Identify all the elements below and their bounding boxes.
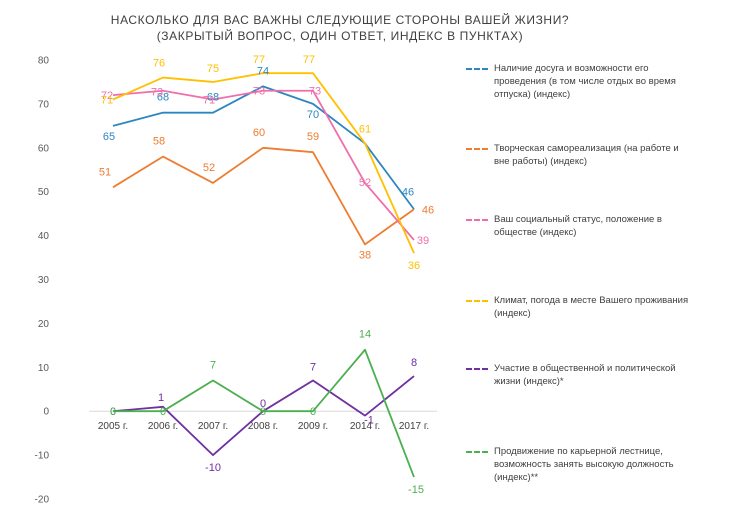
data-label: 73 (309, 86, 321, 98)
legend-swatch (466, 148, 488, 150)
y-tick-label: 0 (43, 407, 49, 418)
data-label: 65 (103, 131, 115, 143)
data-label: 46 (402, 186, 414, 198)
data-label: 46 (422, 204, 434, 216)
legend-label: Продвижение по карьерной лестнице, возмо… (494, 446, 674, 483)
data-label: 0 (310, 406, 316, 418)
data-label: 14 (359, 329, 371, 341)
data-label: 0 (160, 406, 166, 418)
data-label: 8 (411, 357, 417, 369)
data-label: 52 (203, 162, 215, 174)
data-label: 36 (408, 260, 420, 272)
data-label: 74 (257, 65, 269, 77)
y-tick-label: -20 (35, 495, 50, 506)
data-label: 0 (260, 398, 266, 410)
y-tick-label: 50 (38, 187, 50, 198)
legend-swatch (466, 451, 488, 453)
data-label: 72 (101, 90, 113, 102)
data-label: 1 (158, 392, 164, 404)
series-line-3 (112, 89, 415, 241)
legend-item: Творческая самореализация (на работе и в… (466, 142, 691, 168)
data-label: -15 (408, 484, 424, 496)
data-label: 77 (253, 54, 265, 66)
y-tick-label: 30 (38, 275, 50, 286)
y-tick-label: 80 (38, 56, 50, 67)
legend-swatch (466, 219, 488, 221)
data-label: 59 (307, 131, 319, 143)
data-label: 71 (101, 95, 113, 107)
x-tick-label: 2014 г. (350, 421, 380, 432)
y-tick-label: 10 (38, 363, 50, 374)
x-tick-label: 2006 г. (148, 421, 178, 432)
data-label: 60 (253, 127, 265, 139)
data-label: 68 (207, 92, 219, 104)
data-label: 39 (417, 235, 429, 247)
legend-swatch (466, 68, 488, 70)
x-tick-label: 2007 г. (198, 421, 228, 432)
x-tick-label: 2009 г. (298, 421, 328, 432)
y-tick-label: 70 (38, 99, 50, 110)
data-label: 0 (260, 406, 266, 418)
legend-item: Климат, погода в месте Вашего проживания… (466, 294, 691, 320)
data-label: 77 (303, 54, 315, 66)
data-label: 73 (151, 87, 163, 99)
legend-item: Наличие досуга и возможности его проведе… (466, 62, 691, 101)
y-tick-label: 60 (38, 143, 50, 154)
series-line-2 (112, 146, 415, 246)
legend-label: Климат, погода в месте Вашего проживания… (494, 295, 689, 319)
x-tick-label: 2005 г. (98, 421, 128, 432)
series-line-6 (113, 348, 415, 478)
legend-item: Ваш социальный статус, положение в общес… (466, 213, 691, 239)
legend-label: Участие в общественной и политической жи… (494, 363, 676, 387)
data-label: -10 (205, 462, 221, 474)
chart-title: НАСКОЛЬКО ДЛЯ ВАС ВАЖНЫ СЛЕДУЮЩИЕ СТОРОН… (0, 12, 680, 44)
data-label: 75 (207, 63, 219, 75)
data-label: 58 (153, 136, 165, 148)
x-tick-label: 2008 г. (248, 421, 278, 432)
data-label: 51 (99, 166, 111, 178)
legend-label: Наличие досуга и возможности его проведе… (494, 63, 676, 100)
chart-title-line-1: НАСКОЛЬКО ДЛЯ ВАС ВАЖНЫ СЛЕДУЮЩИЕ СТОРОН… (110, 13, 570, 27)
data-label: 0 (110, 406, 116, 418)
data-label: 38 (359, 249, 371, 261)
y-tick-label: 40 (38, 231, 50, 242)
data-label: 76 (153, 58, 165, 70)
data-label: 61 (359, 123, 371, 135)
data-label: 70 (307, 109, 319, 121)
data-label: 7 (310, 361, 316, 373)
data-label: 52 (359, 177, 371, 189)
chart-title-line-2: (ЗАКРЫТЫЙ ВОПРОС, ОДИН ОТВЕТ, ИНДЕКС В П… (156, 29, 524, 43)
legend-label: Ваш социальный статус, положение в общес… (494, 214, 662, 238)
data-label: 68 (157, 92, 169, 104)
legend-item: Участие в общественной и политической жи… (466, 362, 691, 388)
y-tick-label: -10 (35, 451, 50, 462)
y-tick-label: 20 (38, 319, 50, 330)
data-label: -1 (364, 415, 374, 427)
series-line-4 (112, 72, 415, 254)
legend-item: Продвижение по карьерной лестнице, возмо… (466, 445, 691, 484)
legend-swatch (466, 368, 488, 370)
legend-swatch (466, 300, 488, 302)
data-label: 0 (110, 406, 116, 418)
data-label: 7 (210, 359, 216, 371)
x-tick-label: 2017 г. (399, 421, 429, 432)
data-label: 73 (253, 86, 265, 98)
data-label: 71 (203, 95, 215, 107)
legend-label: Творческая самореализация (на работе и в… (494, 143, 679, 167)
